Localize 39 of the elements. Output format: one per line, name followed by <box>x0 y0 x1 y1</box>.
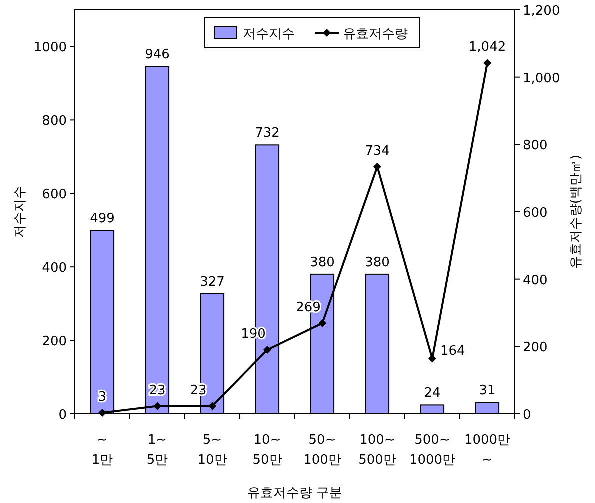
legend-label: 유효저수량 <box>343 27 408 42</box>
data-label: 946 <box>145 48 170 63</box>
data-label: 380 <box>310 255 335 270</box>
legend-label: 저수지수 <box>243 27 295 42</box>
x-tick-label: ~ 1만 <box>92 433 114 468</box>
data-label: 31 <box>479 384 496 399</box>
y-tick-label: 600 <box>42 188 67 203</box>
data-label: 380 <box>365 255 390 270</box>
y2-tick-label: 600 <box>523 206 548 221</box>
data-label: 499 <box>90 212 115 227</box>
y2-tick-label: 400 <box>523 273 548 288</box>
x-tick-label: 1000만 ~ <box>464 433 511 468</box>
y-tick-label: 200 <box>42 334 67 350</box>
y-tick-label: 800 <box>42 114 67 130</box>
x-tick-label: 10~ 50만 <box>252 433 282 468</box>
data-label: 1,042 <box>468 40 506 56</box>
y2-tick-label: 0 <box>523 408 532 423</box>
y-tick-label: 400 <box>42 261 67 276</box>
data-label: 24 <box>424 386 441 402</box>
y2-axis-title: 유효저수량(백만㎥) <box>569 154 584 270</box>
data-label: 734 <box>365 144 390 159</box>
x-tick-label: 100~ 500만 <box>358 433 396 468</box>
data-label: 164 <box>440 344 466 359</box>
y2-tick-label: 800 <box>523 138 548 154</box>
x-tick-label: 1~ 5만 <box>146 433 168 468</box>
y-tick-label: 1000 <box>34 40 67 56</box>
data-label: 732 <box>255 126 280 142</box>
data-label: 327 <box>200 274 225 290</box>
y2-tick-label: 200 <box>523 340 548 356</box>
data-label: 3 <box>98 390 107 405</box>
x-tick-label: 500~ 1000만 <box>409 433 456 468</box>
x-axis-title: 유효저수량 구분 <box>247 486 343 501</box>
x-tick-label: 5~ 10만 <box>198 433 228 468</box>
y2-tick-label: 1,200 <box>523 4 560 19</box>
y-axis-title: 저수지수 <box>13 186 28 238</box>
y2-tick-label: 1,000 <box>523 71 560 86</box>
y-tick-label: 0 <box>58 408 67 423</box>
x-tick-label: 50~ 100만 <box>304 433 342 468</box>
data-label: 23 <box>149 383 166 398</box>
